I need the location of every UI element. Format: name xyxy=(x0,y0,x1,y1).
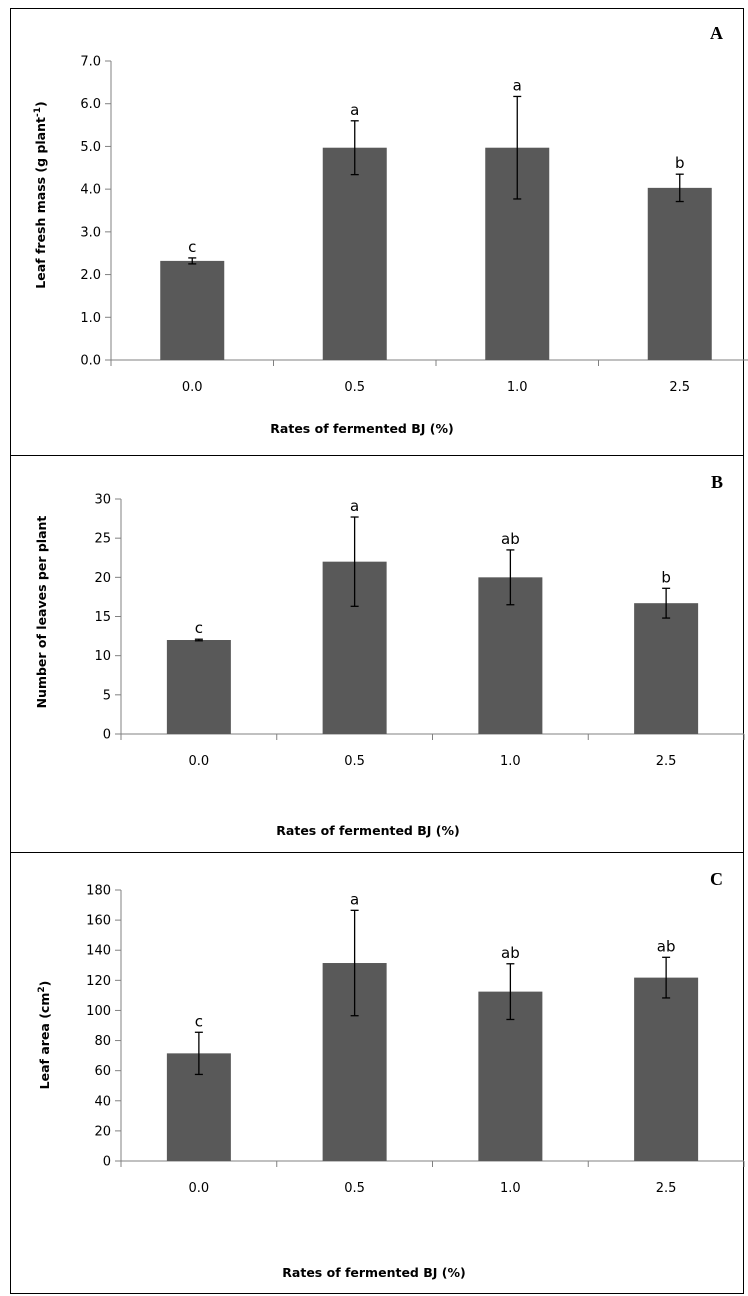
y-tick-label: 100 xyxy=(86,1004,111,1019)
chart-panel-c: C Leaf area (cm2) Rates of fermented BJ … xyxy=(10,852,745,1294)
x-tick-label: 2.5 xyxy=(656,1181,677,1196)
x-tick-label: 0.0 xyxy=(189,1181,210,1196)
significance-label: a xyxy=(350,101,359,119)
y-tick-label: 6.0 xyxy=(80,97,101,112)
significance-label: ab xyxy=(657,937,676,955)
y-tick-label: 0.0 xyxy=(80,354,101,369)
chart-panel-a: A Leaf fresh mass (g plant-1) Rates of f… xyxy=(10,8,748,456)
y-tick-label: 3.0 xyxy=(80,225,101,240)
significance-label: c xyxy=(195,619,203,637)
significance-label: ab xyxy=(501,530,520,548)
y-tick-label: 4.0 xyxy=(80,183,101,198)
chart-b-svg: B Number of leaves per plant Rates of fe… xyxy=(34,472,745,838)
y-tick-label: 160 xyxy=(86,914,111,929)
x-tick-label: 0.5 xyxy=(344,1181,365,1196)
significance-label: a xyxy=(350,497,359,515)
x-tick-label: 0.0 xyxy=(189,754,210,769)
significance-label: c xyxy=(195,1012,203,1030)
x-tick-label: 1.0 xyxy=(500,754,521,769)
significance-label: a xyxy=(350,890,359,908)
y-tick-label: 20 xyxy=(94,1124,111,1139)
y-tick-label: 5 xyxy=(103,688,111,703)
x-axis-title: Rates of fermented BJ (%) xyxy=(282,1265,465,1280)
plot-area-a: 0.0 1.0 2.0 3.0 4.0 5.0 6.0 7.0 c 0.0 a 0.5 a 1.0 b 2.5 xyxy=(80,55,748,395)
significance-label: c xyxy=(188,238,196,256)
y-tick-label: 5.0 xyxy=(80,140,101,155)
bar xyxy=(322,147,387,360)
chart-c-svg: C Leaf area (cm2) Rates of fermented BJ … xyxy=(37,869,745,1280)
panel-letter-a: A xyxy=(710,23,723,43)
y-tick-label: 80 xyxy=(94,1034,111,1049)
y-axis-title: Number of leaves per plant xyxy=(34,516,49,709)
y-tick-label: 0 xyxy=(103,728,111,743)
y-tick-label: 0 xyxy=(103,1155,111,1170)
x-tick-label: 2.5 xyxy=(656,754,677,769)
panel-letter-b: B xyxy=(711,472,723,492)
y-tick-label: 7.0 xyxy=(80,55,101,70)
y-tick-label: 15 xyxy=(94,610,111,625)
y-axis-title: Leaf area (cm2) xyxy=(37,981,52,1090)
significance-label: b xyxy=(661,568,671,586)
x-tick-label: 0.5 xyxy=(344,380,365,395)
bar xyxy=(166,640,231,734)
y-tick-label: 2.0 xyxy=(80,268,101,283)
plot-area-c: 0 20 40 60 80 100 120 140 160 180 c 0.0 a 0.5 ab 1.0 ab 2… xyxy=(86,884,745,1196)
significance-label: a xyxy=(513,76,522,94)
y-tick-label: 30 xyxy=(94,493,111,508)
y-tick-label: 25 xyxy=(94,532,111,547)
plot-area-b: 0 5 10 15 20 25 30 c 0.0 a 0.5 ab 1.0 b 2.5 xyxy=(94,493,745,769)
y-tick-label: 1.0 xyxy=(80,311,101,326)
x-tick-label: 1.0 xyxy=(500,1181,521,1196)
x-tick-label: 0.5 xyxy=(344,754,365,769)
bar xyxy=(160,260,225,360)
y-tick-label: 20 xyxy=(94,571,111,586)
bar xyxy=(634,977,699,1161)
y-axis-title: Leaf fresh mass (g plant-1) xyxy=(33,101,48,288)
x-axis-title: Rates of fermented BJ (%) xyxy=(276,823,459,838)
significance-label: b xyxy=(675,154,685,172)
x-tick-label: 2.5 xyxy=(669,380,690,395)
chart-a-svg: A Leaf fresh mass (g plant-1) Rates of f… xyxy=(33,23,748,436)
y-tick-label: 10 xyxy=(94,649,111,664)
y-tick-label: 60 xyxy=(94,1064,111,1079)
y-tick-label: 40 xyxy=(94,1094,111,1109)
bar xyxy=(647,187,712,360)
significance-label: ab xyxy=(501,944,520,962)
panel-letter-c: C xyxy=(710,869,723,889)
y-tick-label: 180 xyxy=(86,884,111,899)
y-tick-label: 120 xyxy=(86,974,111,989)
x-tick-label: 1.0 xyxy=(507,380,528,395)
x-tick-label: 0.0 xyxy=(182,380,203,395)
y-tick-label: 140 xyxy=(86,944,111,959)
bar xyxy=(634,603,699,734)
x-axis-title: Rates of fermented BJ (%) xyxy=(270,421,453,436)
chart-panel-b: B Number of leaves per plant Rates of fe… xyxy=(10,455,745,853)
